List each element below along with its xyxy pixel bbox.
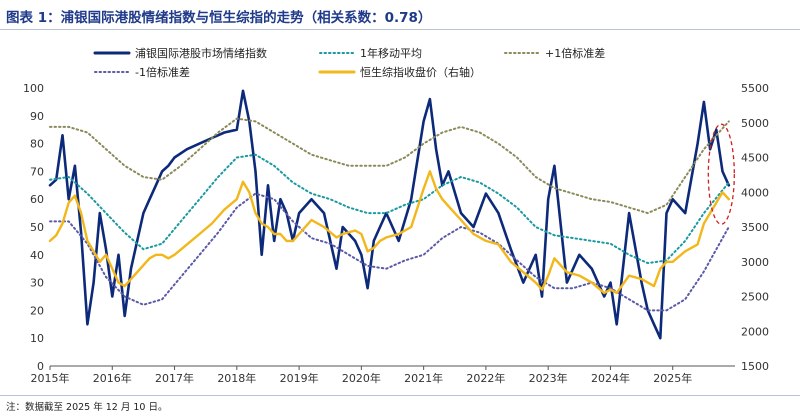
y-right-tick-label: 2500 [741,291,769,304]
y-left-tick-label: 100 [23,82,44,95]
x-tick-label: 2016年 [93,371,132,385]
y-left-tick-label: 10 [30,332,44,345]
chart-canvas: 2015年 2016年 2017年 2018年 2019年 2020年 2021年 2022年… [23,46,769,385]
legend-label-sentiment: 浦银国际港股市场情绪指数 [135,46,267,60]
y-left-tick-label: 0 [37,360,44,373]
legend-label-upper: +1倍标准差 [545,46,605,60]
y-left-tick-label: 60 [30,193,44,206]
legend-label-hsci: 恒生综指收盘价（右轴） [360,65,481,79]
y-left-tick-label: 70 [30,165,44,178]
series-line-ma [49,153,730,265]
series-line-sentiment [48,89,731,340]
title-divider [0,29,800,30]
x-tick-label: 2024年 [591,371,630,385]
series-line-hsci [48,170,730,295]
y-left-tick-label: 50 [30,221,44,234]
legend-label-ma: 1年移动平均 [360,46,422,60]
chart-header: 图表 1：浦银国际港股情绪指数与恒生综指的走势（相关系数：0.78） [0,0,800,30]
y-right-tick-label: 1500 [741,360,769,373]
footer-divider [0,395,800,396]
y-right-tick-label: 3000 [741,256,769,269]
series-line-upper [49,117,730,215]
x-tick-label: 2015年 [31,371,70,385]
y-right-tick-label: 5000 [741,117,769,130]
y-right-tick-label: 3500 [741,221,769,234]
y-left-tick-label: 30 [30,277,44,290]
chart-title: 图表 1：浦银国际港股情绪指数与恒生综指的走势（相关系数：0.78） [6,10,432,26]
footnote: 注：数据截至 2025 年 12 月 10 日。 [6,402,168,413]
x-tick-label: 2021年 [404,371,443,385]
x-tick-label: 2025年 [653,371,692,385]
y-right-tick-label: 4000 [741,186,769,199]
x-tick-label: 2018年 [217,371,256,385]
x-tick-label: 2019年 [280,371,319,385]
y-left-tick-label: 90 [30,110,44,123]
series-line-lower [49,192,730,312]
y-right-tick-label: 5500 [741,82,769,95]
y-left-tick-label: 80 [30,138,44,151]
x-tick-label: 2017年 [155,371,194,385]
y-right-tick-label: 4500 [741,152,769,165]
y-left-tick-label: 20 [30,304,44,317]
x-tick-label: 2023年 [529,371,568,385]
highlight-ellipse [707,123,735,225]
y-right-tick-label: 2000 [741,325,769,338]
legend-label-lower: -1倍标准差 [135,65,190,79]
y-left-tick-label: 40 [30,249,44,262]
x-tick-label: 2022年 [466,371,505,385]
x-tick-label: 2020年 [342,371,381,385]
